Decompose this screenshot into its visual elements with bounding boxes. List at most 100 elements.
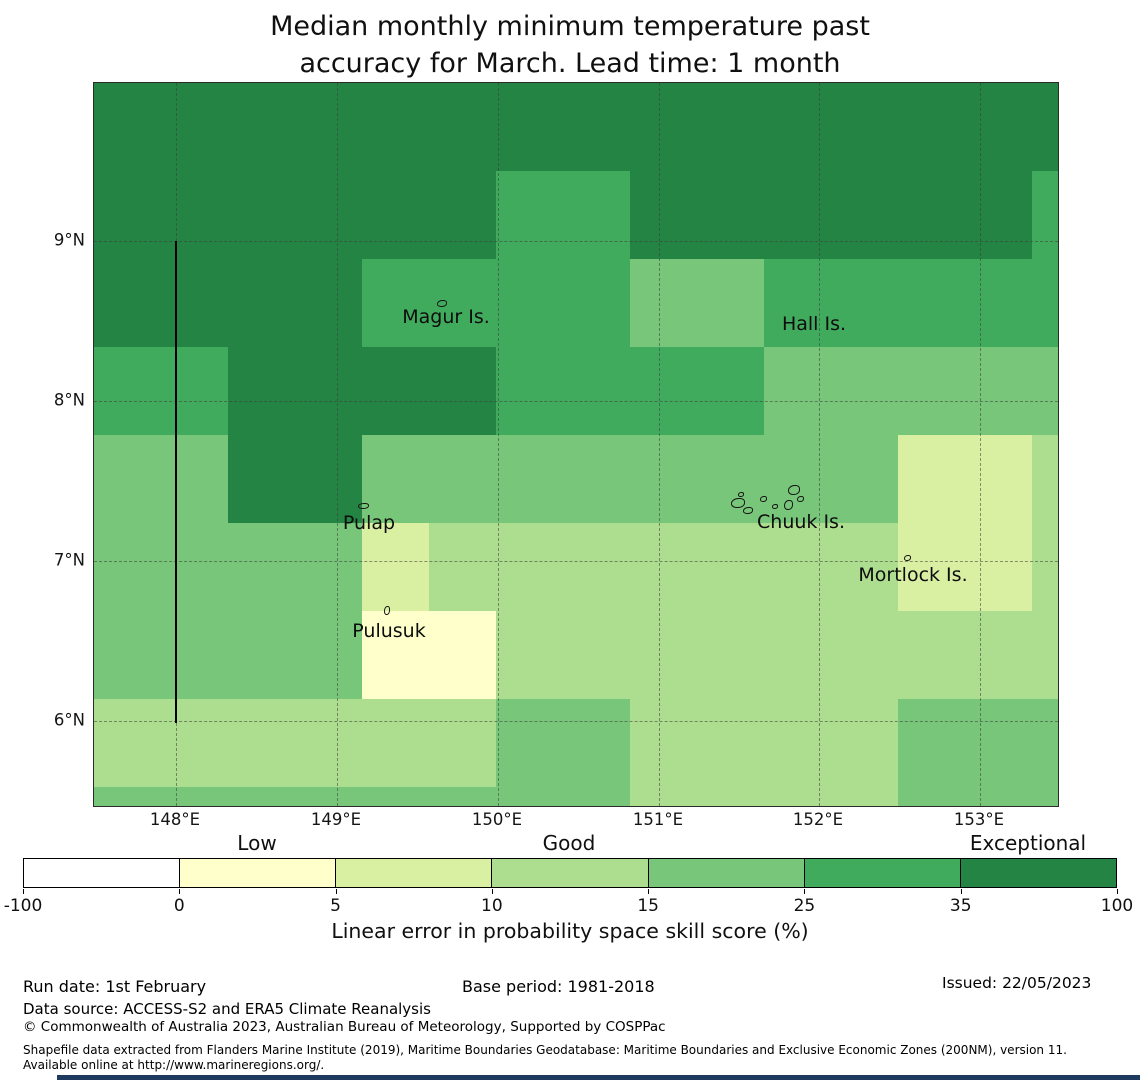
map-cell [228, 699, 295, 787]
map-cell [563, 523, 630, 611]
map-cell [965, 611, 1032, 699]
map-cell [630, 171, 697, 259]
chart-title-line1: Median monthly minimum temperature past [270, 11, 870, 42]
island-glyph [358, 503, 369, 509]
map-cell [161, 699, 228, 787]
island-glyph [731, 498, 745, 508]
chart-title-line2: accuracy for March. Lead time: 1 month [299, 48, 841, 79]
map-cell [898, 787, 965, 806]
footer-data-source: Data source: ACCESS-S2 and ERA5 Climate … [23, 1000, 431, 1018]
footer-base-period: Base period: 1981-2018 [462, 977, 655, 996]
map-cell [94, 611, 161, 699]
colorbar-tick [335, 889, 337, 894]
map-cell [898, 611, 965, 699]
colorbar-segment [180, 859, 337, 887]
map-cell [295, 347, 362, 435]
colorbar-tick-label: 0 [173, 896, 185, 916]
map-cell [1032, 523, 1058, 611]
map-cell [831, 699, 898, 787]
graticule-line [94, 561, 1058, 562]
map-cell [1032, 259, 1058, 347]
map-cell [362, 787, 429, 806]
map-cell [563, 259, 630, 347]
map-cell [563, 171, 630, 259]
map-cell [429, 787, 496, 806]
map-cell [965, 787, 1032, 806]
island-label: Pulusuk [352, 620, 426, 642]
map-cell [831, 171, 898, 259]
map-cell [965, 83, 1032, 171]
map-cell [496, 611, 563, 699]
map-cell [496, 699, 563, 787]
map-cell [295, 83, 362, 171]
y-tick-label: 6°N [53, 710, 85, 730]
map-cell [630, 787, 697, 806]
x-tick-label: 151°E [632, 810, 684, 829]
colorbar [23, 858, 1117, 888]
colorbar-tick-label: 100 [1100, 896, 1134, 916]
x-tick-label: 152°E [792, 810, 844, 829]
colorbar-segment [648, 859, 805, 887]
bottom-window-bar [57, 1075, 1140, 1080]
map-cell [362, 699, 429, 787]
map-cell [496, 171, 563, 259]
map-cell [697, 347, 764, 435]
eez-boundary-line [175, 241, 177, 723]
graticule-line [94, 721, 1058, 722]
map-cell [228, 787, 295, 806]
map-cell [94, 699, 161, 787]
map-cell [429, 347, 496, 435]
colorbar-category-label: Exceptional [969, 831, 1087, 855]
map-cell [94, 259, 161, 347]
map-cell [1032, 171, 1058, 259]
map-cell [295, 435, 362, 523]
map-cell [496, 259, 563, 347]
map-cell [563, 611, 630, 699]
colorbar-tick-label: 35 [949, 896, 972, 916]
island-glyph [904, 555, 911, 561]
map-cell [1032, 83, 1058, 171]
island-label: Magur Is. [402, 306, 490, 328]
map-cell [563, 347, 630, 435]
map-cell [362, 347, 429, 435]
island-glyph [788, 485, 800, 495]
x-tick-label: 150°E [471, 810, 523, 829]
colorbar-tick [960, 889, 962, 894]
map-cell [94, 523, 161, 611]
map-cell [295, 259, 362, 347]
map-cell [161, 523, 228, 611]
map-cell [496, 435, 563, 523]
map-cell [764, 435, 831, 523]
colorbar-tick [179, 889, 181, 894]
map-cell [898, 259, 965, 347]
map-cell [161, 83, 228, 171]
colorbar-category-label: Low [237, 831, 277, 855]
map-cell [764, 787, 831, 806]
island-glyph [743, 507, 753, 514]
y-tick-label: 8°N [53, 390, 85, 410]
island-glyph [797, 496, 804, 502]
map-cell [764, 611, 831, 699]
map-cell [697, 523, 764, 611]
map-cell [764, 699, 831, 787]
map-cell [429, 83, 496, 171]
island-label: Hall Is. [781, 313, 847, 335]
colorbar-tick-label: 10 [481, 896, 503, 916]
map-cell [295, 699, 362, 787]
map-cell [697, 171, 764, 259]
map-cell [161, 171, 228, 259]
map-cell [630, 259, 697, 347]
map-cell [764, 171, 831, 259]
map-cell [228, 435, 295, 523]
colorbar-tick-label: -100 [3, 896, 43, 916]
map-cell [563, 83, 630, 171]
island-label: Mortlock Is. [858, 564, 968, 586]
map-cell [630, 83, 697, 171]
map-cell [94, 435, 161, 523]
map-cell [831, 83, 898, 171]
map-cell [429, 435, 496, 523]
island-glyph [760, 496, 767, 502]
map-cell [831, 611, 898, 699]
x-tick-label: 148°E [149, 810, 201, 829]
map-cell [161, 259, 228, 347]
